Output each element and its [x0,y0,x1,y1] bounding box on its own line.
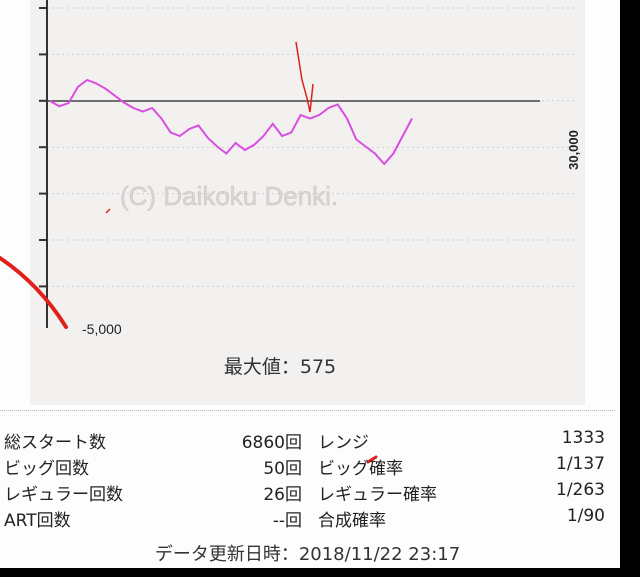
divider [0,410,615,411]
stats-row: レギュラー回数 26回 レギュラー確率 1/263 [0,480,615,506]
series-line [49,78,413,166]
stat-value: 1/90 [566,506,605,526]
stat-value: 50回 [263,459,302,479]
stats-row: 総スタート数 6860回 レンジ 1333 [0,428,615,454]
chart-plot: (C) Daikoku Denki. -5,000 30,000 最大値：575 [39,0,581,378]
stat-value: --回 [272,511,302,531]
stat-label: 総スタート数 [4,433,106,453]
stats-row: ビッグ回数 50回 ビッグ確率 1/137 [0,454,615,480]
stat-value: 1/263 [556,480,605,500]
bottom-bar [0,568,640,577]
stat-label: レギュラー回数 [4,485,123,505]
update-timestamp: データ更新日時：2018/11/22 23:17 [154,544,461,565]
stat-value: 1333 [561,428,605,448]
y-right-label: 30,000 [566,130,581,170]
stat-value: 1/137 [556,454,605,474]
stat-label: ART回数 [4,511,71,531]
max-value-label: 最大値：575 [224,356,336,378]
chart-panel: (C) Daikoku Denki. -5,000 30,000 最大値：575 [30,0,585,405]
stat-label: レンジ [318,433,369,453]
stat-value: 26回 [263,485,302,505]
stat-label: レギュラー確率 [318,485,437,505]
watermark: (C) Daikoku Denki. [120,181,338,211]
stat-value: 6860回 [241,433,302,453]
stat-label: 合成確率 [318,511,386,531]
stat-label: ビッグ回数 [4,459,89,479]
stat-label: ビッグ確率 [318,459,403,479]
y-min-label: -5,000 [82,321,122,337]
window-edge [620,0,640,577]
stats-row: ART回数 --回 合成確率 1/90 [0,506,615,532]
